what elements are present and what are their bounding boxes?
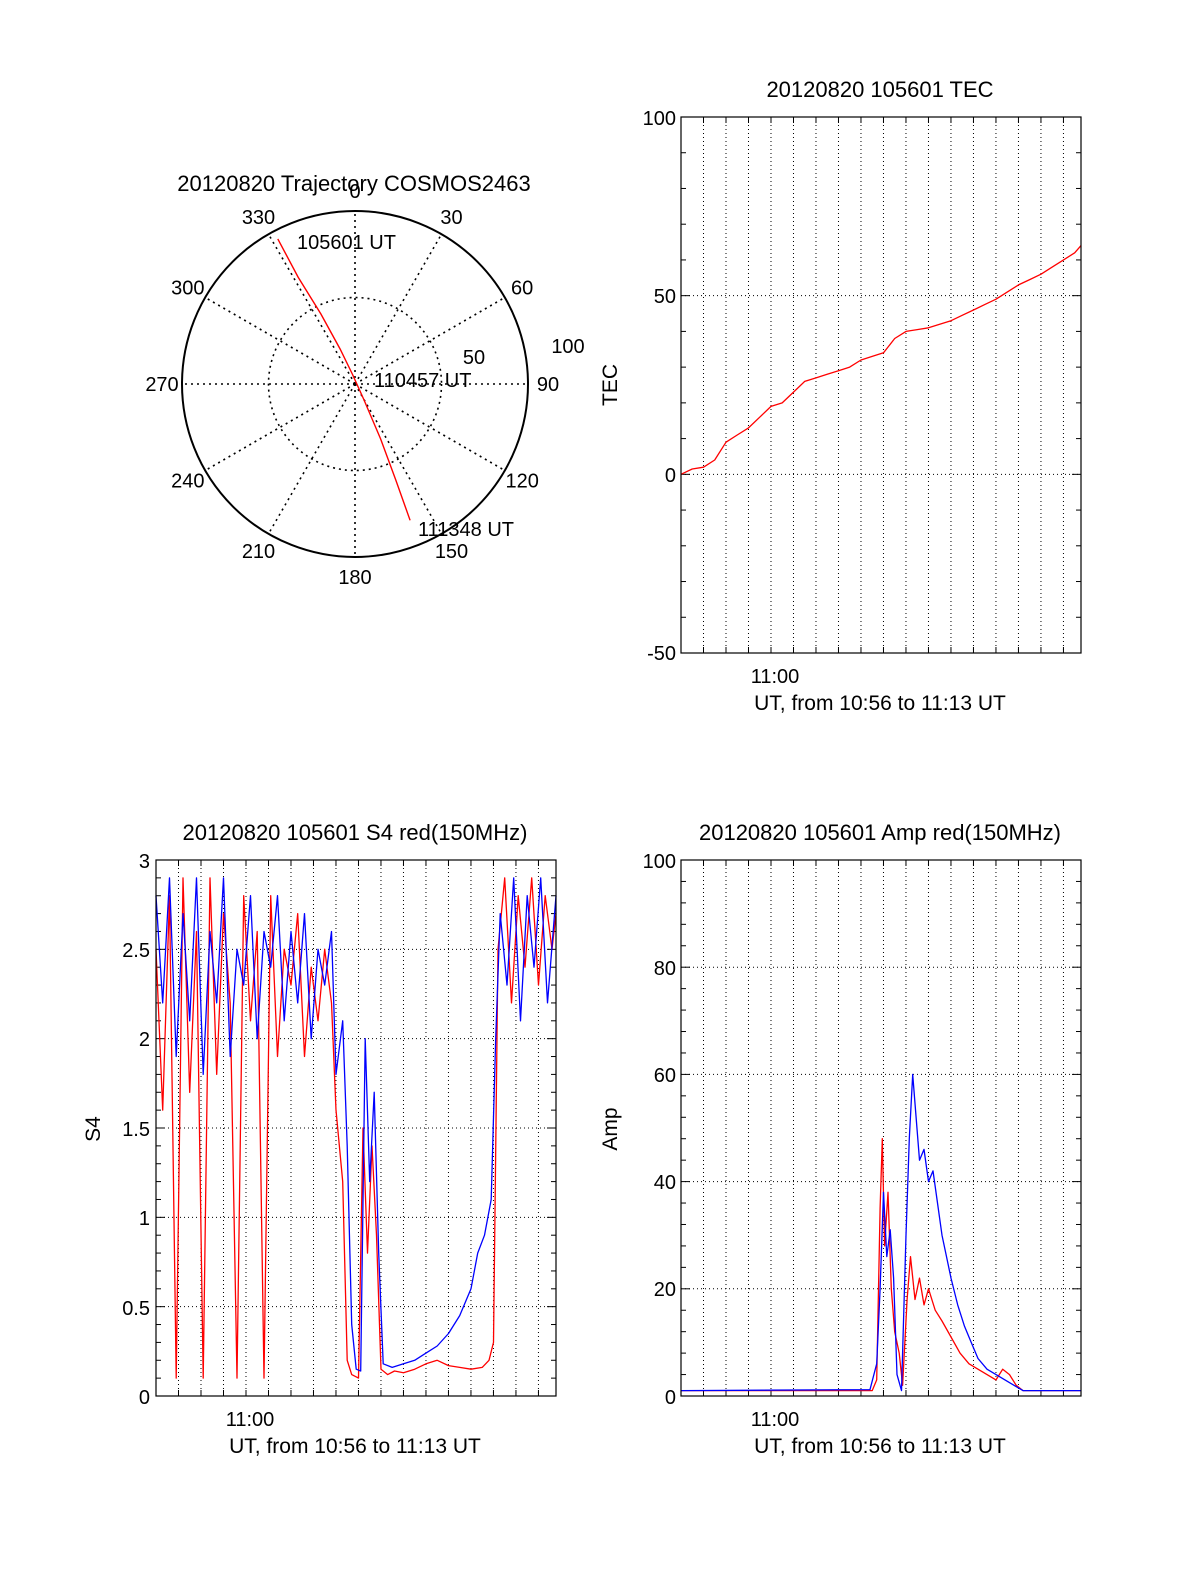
s4-y-tick-0: 0 (139, 1387, 150, 1409)
tec-chart: 20120820 105601 TEC UT, from 10:56 to 11… (599, 77, 1082, 715)
polar-spoke (267, 383, 356, 535)
amp-y-tick-60: 60 (654, 1065, 676, 1087)
s4-x-label: UT, from 10:56 to 11:13 UT (229, 1435, 481, 1458)
polar-azimuth-label: 30 (440, 207, 462, 229)
polar-azimuth-label: 150 (435, 541, 468, 563)
polar-azimuth-label: 90 (537, 374, 559, 396)
polar-spoke (204, 383, 356, 472)
tec-plot-area (680, 116, 1082, 654)
amp-x-tick-label: 11:00 (751, 1409, 800, 1431)
s4-plot-area (155, 859, 557, 1397)
amp-y-tick-80: 80 (654, 958, 676, 980)
polar-azimuth-label: 240 (171, 471, 204, 493)
tec-y-tick-50: 50 (654, 286, 676, 308)
amp-y-tick-20: 20 (654, 1279, 676, 1301)
amp-y-tick-100: 100 (643, 851, 676, 873)
amp-chart: 20120820 105601 Amp red(150MHz) UT, from… (599, 820, 1082, 1458)
polar-azimuth-label: 210 (242, 541, 275, 563)
polar-azimuth-label: 330 (242, 207, 275, 229)
amp-y-label: Amp (599, 1107, 622, 1150)
series-line (680, 1073, 1081, 1392)
polar-azimuth-label: 60 (511, 278, 533, 300)
tec-y-tick-0: 0 (665, 465, 676, 487)
polar-azimuth-labels: 0 30 60 90 120 150 180 210 240 270 300 330 (145, 181, 559, 589)
series-line (680, 245, 1082, 475)
series-line (155, 877, 557, 1372)
polar-spoke (354, 296, 506, 385)
polar-azimuth-label: 300 (171, 278, 204, 300)
amp-y-tick-40: 40 (654, 1172, 676, 1194)
polar-azimuth-label: 180 (338, 567, 371, 589)
polar-spoke (354, 383, 506, 472)
plot-frame (680, 859, 1082, 1397)
tec-x-label: UT, from 10:56 to 11:13 UT (754, 692, 1006, 715)
s4-y-tick-2: 2 (139, 1029, 150, 1051)
trajectory-mid-time: 110457 UT (374, 370, 471, 392)
trajectory-end-time: 111348 UT (418, 519, 514, 541)
polar-spoke (204, 296, 356, 385)
polar-inner-circle (267, 296, 443, 472)
plot-frame (680, 116, 1082, 654)
amp-plot-area (680, 859, 1082, 1397)
radius-label-50: 50 (463, 347, 485, 369)
tec-title: 20120820 105601 TEC (766, 77, 993, 102)
polar-grid (181, 210, 529, 558)
trajectory-path (277, 238, 411, 521)
s4-y-tick-1: 1 (139, 1208, 150, 1230)
series-line (681, 1138, 1081, 1392)
s4-title: 20120820 105601 S4 red(150MHz) (183, 820, 528, 845)
amp-title: 20120820 105601 Amp red(150MHz) (699, 820, 1061, 845)
tec-y-tick-100: 100 (643, 108, 676, 130)
polar-spoke (354, 233, 443, 385)
radius-label-100: 100 (551, 336, 584, 358)
polar-spoke (354, 383, 443, 535)
trajectory-start-time: 105601 UT (297, 232, 396, 254)
tec-y-tick-minus50: -50 (647, 643, 676, 665)
s4-y-tick-3: 3 (139, 851, 150, 873)
amp-x-label: UT, from 10:56 to 11:13 UT (754, 1435, 1006, 1458)
s4-x-tick-label: 11:00 (226, 1409, 275, 1431)
trajectory-line (277, 238, 411, 521)
s4-y-tick-2-5: 2.5 (122, 940, 150, 962)
polar-azimuth-label: 270 (145, 374, 178, 396)
plot-frame (155, 859, 557, 1397)
trajectory-polar-chart: 20120820 Trajectory COSMOS2463 0 30 60 90 12… (145, 171, 584, 589)
s4-y-tick-1-5: 1.5 (122, 1119, 150, 1141)
tec-x-tick-label: 11:00 (751, 666, 800, 688)
polar-outer-circle (181, 210, 529, 558)
series-line (155, 877, 557, 1379)
polar-azimuth-label: 120 (505, 471, 538, 493)
tec-y-label: TEC (599, 364, 622, 406)
amp-y-tick-0: 0 (665, 1387, 676, 1409)
s4-chart: 20120820 105601 S4 red(150MHz) UT, from … (82, 820, 557, 1458)
s4-y-tick-0-5: 0.5 (122, 1298, 150, 1320)
s4-y-label: S4 (82, 1116, 105, 1142)
polar-azimuth-label: 0 (349, 181, 360, 203)
trajectory-title: 20120820 Trajectory COSMOS2463 (177, 171, 530, 196)
polar-spoke (267, 233, 356, 385)
